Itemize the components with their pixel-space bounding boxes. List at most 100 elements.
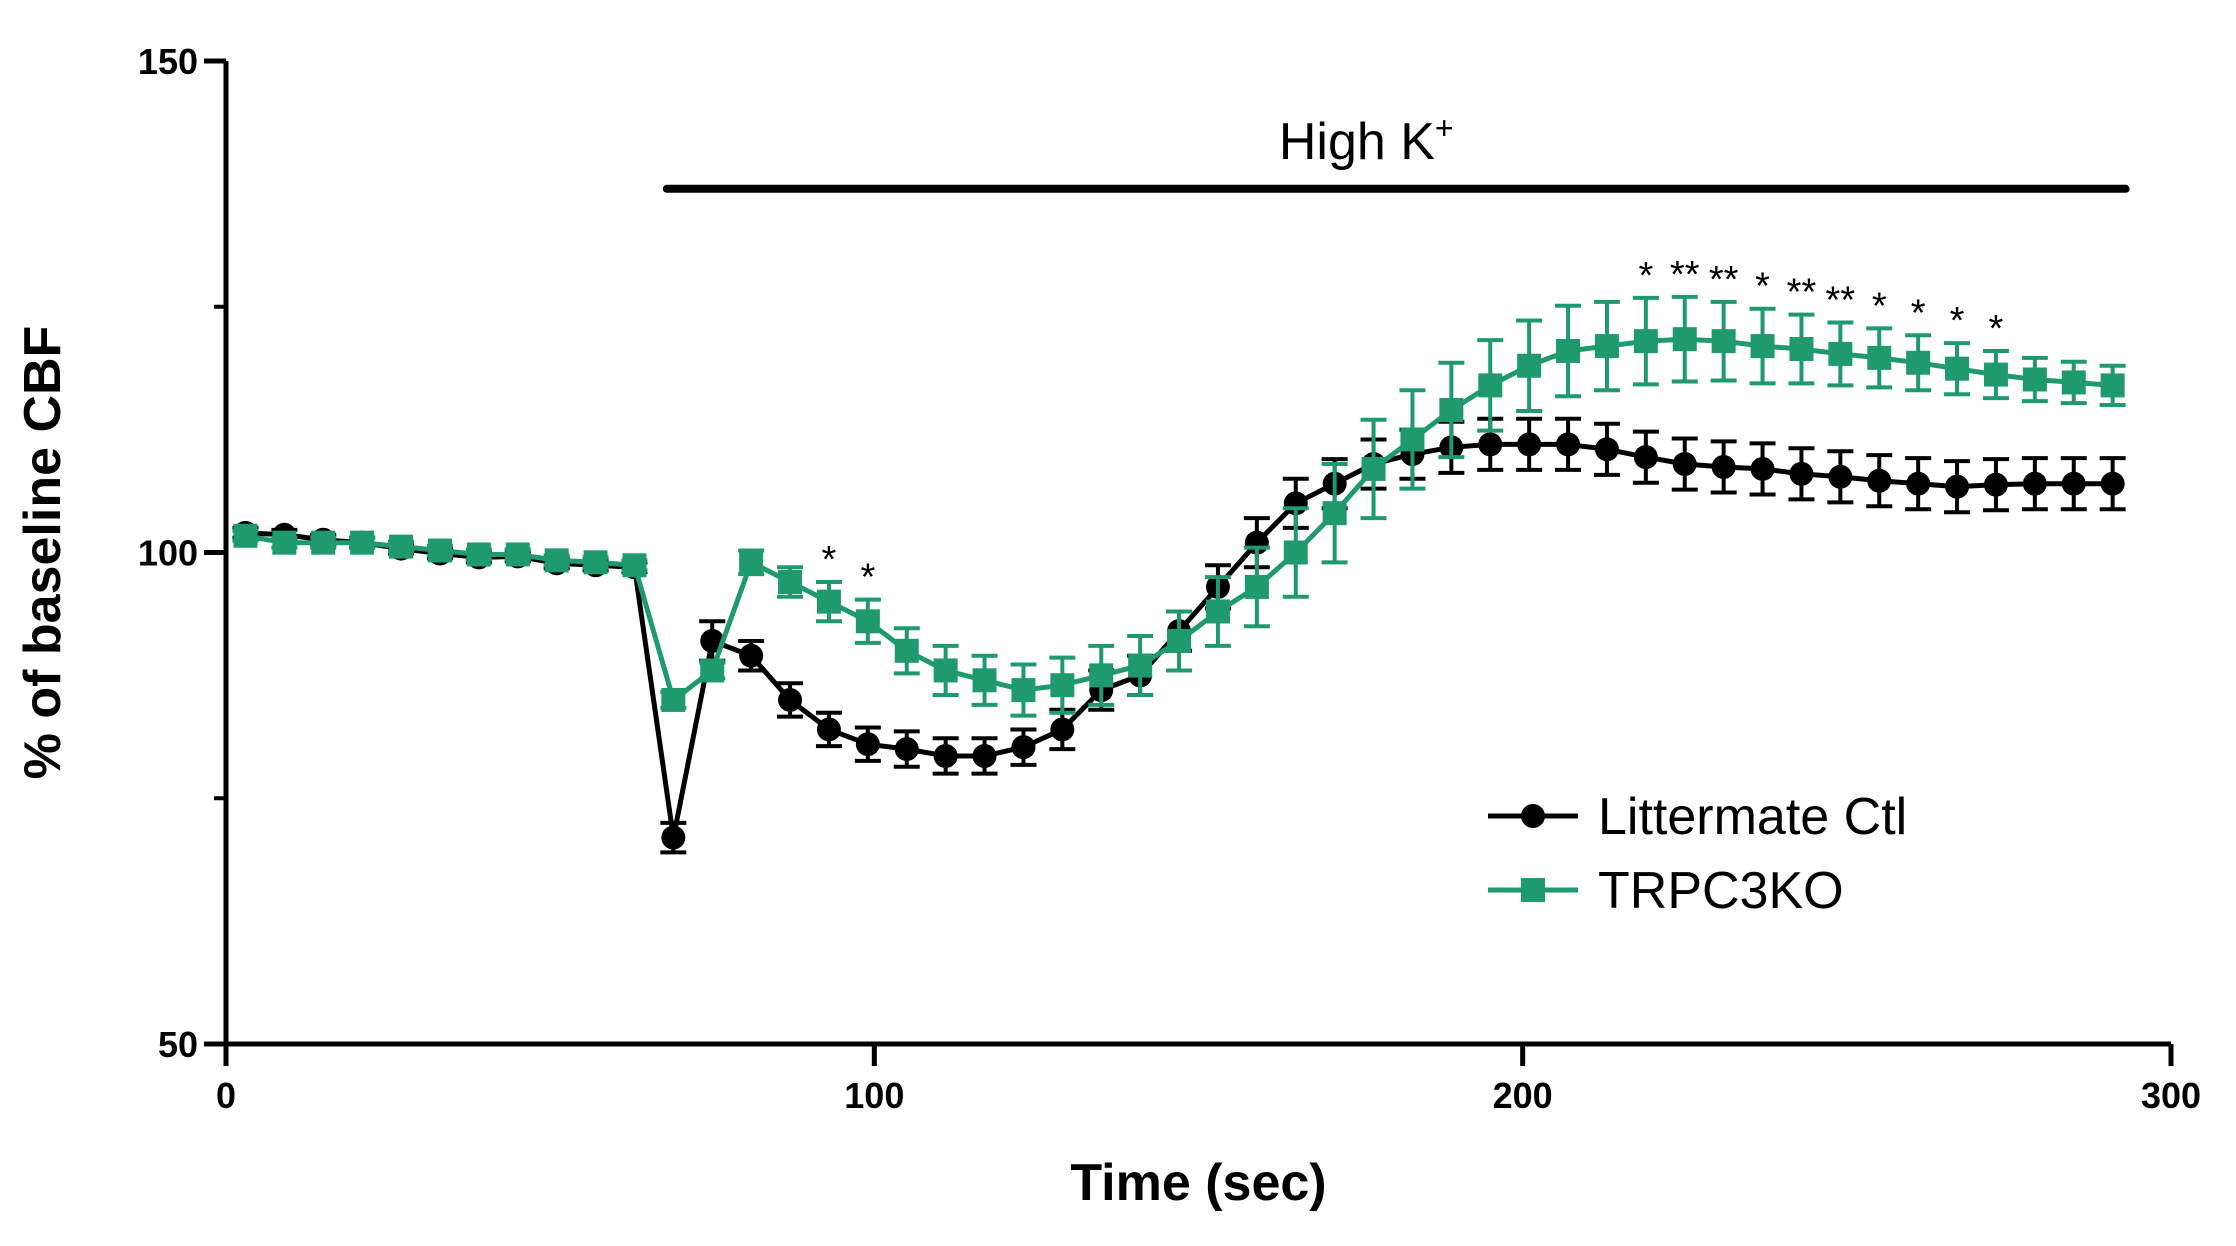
- x-tick-label-0: 0: [216, 1075, 236, 1116]
- data-point: [2022, 367, 2047, 392]
- data-point: [1244, 574, 1269, 599]
- data-point: [1633, 329, 1658, 354]
- data-point: [1867, 468, 1892, 493]
- data-point: [1594, 437, 1619, 462]
- data-point: [661, 825, 686, 850]
- high-k-annotation: High K+: [662, 110, 2130, 193]
- data-point: [1556, 432, 1581, 457]
- data-point: [1050, 673, 1075, 698]
- data-point: [894, 737, 919, 762]
- significance-marker: **: [1787, 272, 1817, 314]
- data-point: [1945, 356, 1970, 381]
- data-point: [1283, 540, 1308, 565]
- data-point: [389, 534, 414, 559]
- high-k-label: High K+: [1279, 110, 1454, 171]
- data-point: [583, 550, 608, 575]
- series-trpc3ko: [232, 294, 2126, 718]
- data-point: [855, 609, 880, 634]
- data-point: [233, 523, 258, 548]
- data-point: [1205, 599, 1230, 624]
- data-point: [739, 550, 764, 575]
- y-tick-label-100: 100: [138, 533, 198, 574]
- data-point: [311, 530, 336, 555]
- x-tick-label-300: 300: [2141, 1075, 2201, 1116]
- data-point: [1945, 474, 1970, 499]
- legend-item-trpc3ko: TRPC3KO: [1488, 862, 1844, 920]
- y-axis-title: % of baseline CBF: [14, 326, 72, 780]
- data-point: [544, 548, 569, 573]
- high-k-label-text: High K: [1279, 113, 1435, 171]
- data-point: [933, 658, 958, 683]
- significance-marker: *: [1911, 292, 1926, 334]
- significance-marker: *: [1638, 255, 1653, 297]
- data-point: [1867, 345, 1892, 370]
- data-point: [1517, 432, 1542, 457]
- data-point: [1983, 472, 2008, 497]
- data-point: [661, 687, 686, 712]
- data-point: [1439, 397, 1464, 422]
- y-tick-label-50: 50: [158, 1024, 198, 1065]
- significance-marker: **: [1709, 259, 1739, 301]
- significance-marker: *: [1872, 285, 1887, 327]
- significance-marker: *: [822, 539, 837, 581]
- data-point: [1906, 350, 1931, 375]
- data-point: [427, 538, 452, 563]
- axes: 50 100 150 0 100 200 300: [138, 41, 2201, 1116]
- legend-label: Littermate Ctl: [1598, 788, 1907, 846]
- significance-marker: *: [1950, 300, 1965, 342]
- data-point: [1828, 341, 1853, 366]
- high-k-label-superscript: +: [1435, 110, 1454, 146]
- data-point: [1906, 471, 1931, 496]
- data-point: [1361, 456, 1386, 481]
- data-point: [1478, 373, 1503, 398]
- data-point: [1011, 678, 1036, 703]
- y-tick-label-150: 150: [138, 41, 198, 82]
- data-point: [1633, 445, 1658, 470]
- data-point: [700, 658, 725, 683]
- data-point: [778, 569, 803, 594]
- data-point: [1828, 464, 1853, 489]
- data-point: [1789, 337, 1814, 362]
- data-point: [1089, 663, 1114, 688]
- legend-label: TRPC3KO: [1598, 862, 1844, 920]
- data-point: [2061, 370, 2086, 395]
- data-point: [272, 530, 297, 555]
- data-point: [1556, 338, 1581, 363]
- x-axis-title: Time (sec): [1070, 1154, 1326, 1212]
- data-point: [1050, 717, 1075, 742]
- significance-marker: **: [1826, 279, 1856, 321]
- legend-swatch-marker: [1521, 878, 1545, 902]
- significance-markers: * ** ** ** * ** ** * * * *: [822, 254, 2004, 599]
- data-point: [972, 668, 997, 693]
- data-point: [816, 589, 841, 614]
- significance-marker: *: [860, 557, 875, 599]
- data-point: [1983, 362, 2008, 387]
- significance-marker: *: [1755, 266, 1770, 308]
- data-point: [739, 643, 764, 668]
- legend-swatch-marker: [1521, 804, 1545, 828]
- data-point: [1750, 334, 1775, 359]
- data-point: [2100, 373, 2125, 398]
- significance-marker: **: [1670, 254, 1700, 296]
- data-point: [1128, 653, 1153, 678]
- data-point: [466, 542, 491, 567]
- data-point: [2022, 471, 2047, 496]
- data-point: [350, 530, 375, 555]
- data-point: [1672, 327, 1697, 352]
- data-point: [622, 553, 647, 578]
- data-point: [1167, 628, 1192, 653]
- x-tick-label-100: 100: [844, 1075, 904, 1116]
- data-point: [1011, 735, 1036, 760]
- data-point: [855, 732, 880, 757]
- significance-marker: *: [1989, 308, 2004, 350]
- legend: Littermate Ctl TRPC3KO: [1488, 788, 1907, 920]
- data-point: [1478, 432, 1503, 457]
- data-point: [1517, 353, 1542, 378]
- data-point: [1750, 456, 1775, 481]
- data-point: [1400, 427, 1425, 452]
- data-point: [1594, 334, 1619, 359]
- data-point: [778, 687, 803, 712]
- legend-item-littermate-ctl: Littermate Ctl: [1488, 788, 1907, 846]
- x-tick-label-200: 200: [1493, 1075, 1553, 1116]
